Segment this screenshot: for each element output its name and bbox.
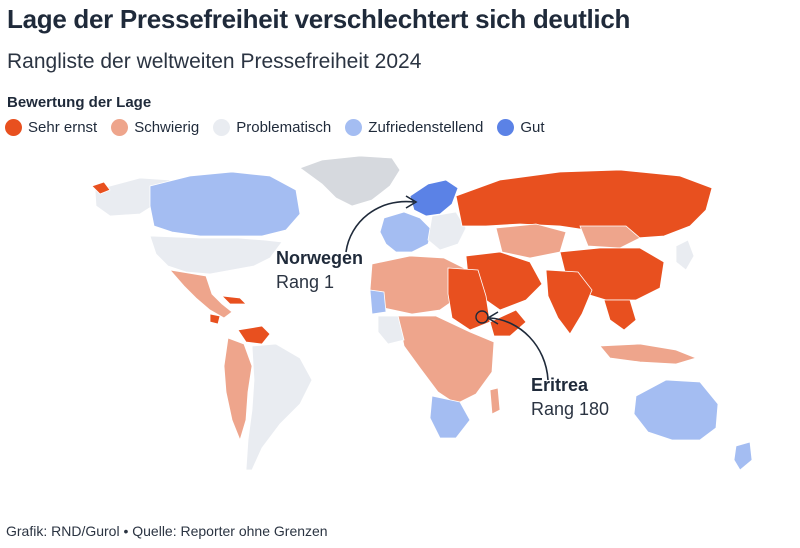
region-indonesia [599, 343, 698, 365]
region-mongolia [579, 225, 641, 249]
callout-eritrea-rank: Rang 180 [531, 399, 610, 419]
legend-label: Problematisch [236, 119, 332, 136]
legend-item-zufriedenstellend: Zufriedenstellend [345, 119, 483, 136]
region-west-europe [379, 211, 433, 253]
legend-label: Sehr ernst [28, 119, 98, 136]
region-greenland [299, 155, 401, 207]
region-west-africa [377, 315, 405, 345]
legend-item-sehr-ernst: Sehr ernst [5, 119, 97, 136]
region-usa [149, 235, 283, 275]
region-venezuela [237, 325, 271, 345]
region-horn-of-africa [489, 309, 527, 337]
legend-swatch [497, 119, 515, 136]
region-central-asia [495, 223, 567, 259]
chart-title: Lage der Pressefreiheit verschlechtert s… [7, 4, 631, 34]
legend-item-problematisch: Problematisch [213, 119, 331, 136]
callout-norwegen-name: Norwegen [276, 248, 364, 268]
region-scandinavia [409, 179, 459, 217]
legend-title: Bewertung der Lage [7, 94, 152, 111]
region-central-africa [397, 315, 495, 405]
legend-item-schwierig: Schwierig [111, 119, 199, 136]
region-pacific-islands [91, 181, 111, 195]
region-west-sahara [369, 289, 387, 315]
eritrea-arrow [489, 317, 549, 381]
footer-source: Grafik: RND/Gurol • Quelle: Reporter ohn… [6, 523, 328, 539]
region-russia [455, 169, 713, 239]
region-cuba [220, 295, 247, 305]
region-south-america-west [223, 337, 253, 442]
legend-label: Gut [520, 119, 545, 136]
legend-item-gut: Gut [497, 119, 545, 136]
region-new-zealand [733, 441, 753, 471]
region-india [545, 269, 593, 335]
region-egypt-sudan [447, 267, 491, 331]
norwegen-arrow [345, 200, 415, 253]
region-australia [633, 379, 719, 441]
legend: Sehr ernst Schwierig Problematisch Zufri… [5, 119, 559, 136]
region-japan [675, 239, 695, 271]
norwegen-arrowhead [405, 195, 418, 209]
region-mexico [168, 269, 233, 319]
region-canada [149, 171, 301, 237]
legend-label: Zufriedenstellend [368, 119, 484, 136]
legend-swatch [345, 119, 363, 136]
callout-eritrea-name: Eritrea [531, 375, 589, 395]
chart-subtitle: Rangliste der weltweiten Pressefreiheit … [7, 50, 422, 73]
region-southern-africa [429, 395, 471, 439]
callout-norwegen-rank: Rang 1 [276, 272, 335, 292]
legend-swatch [111, 119, 129, 136]
region-nicaragua [209, 313, 221, 325]
legend-swatch [213, 119, 231, 136]
region-south-america-east [245, 343, 313, 471]
region-southeast-asia [603, 299, 637, 331]
eritrea-marker [475, 310, 489, 324]
legend-label: Schwierig [134, 119, 200, 136]
world-map [91, 155, 753, 471]
region-madagascar [489, 387, 501, 415]
legend-swatch [5, 119, 22, 136]
region-east-europe [427, 211, 467, 251]
eritrea-arrowhead [486, 311, 499, 325]
